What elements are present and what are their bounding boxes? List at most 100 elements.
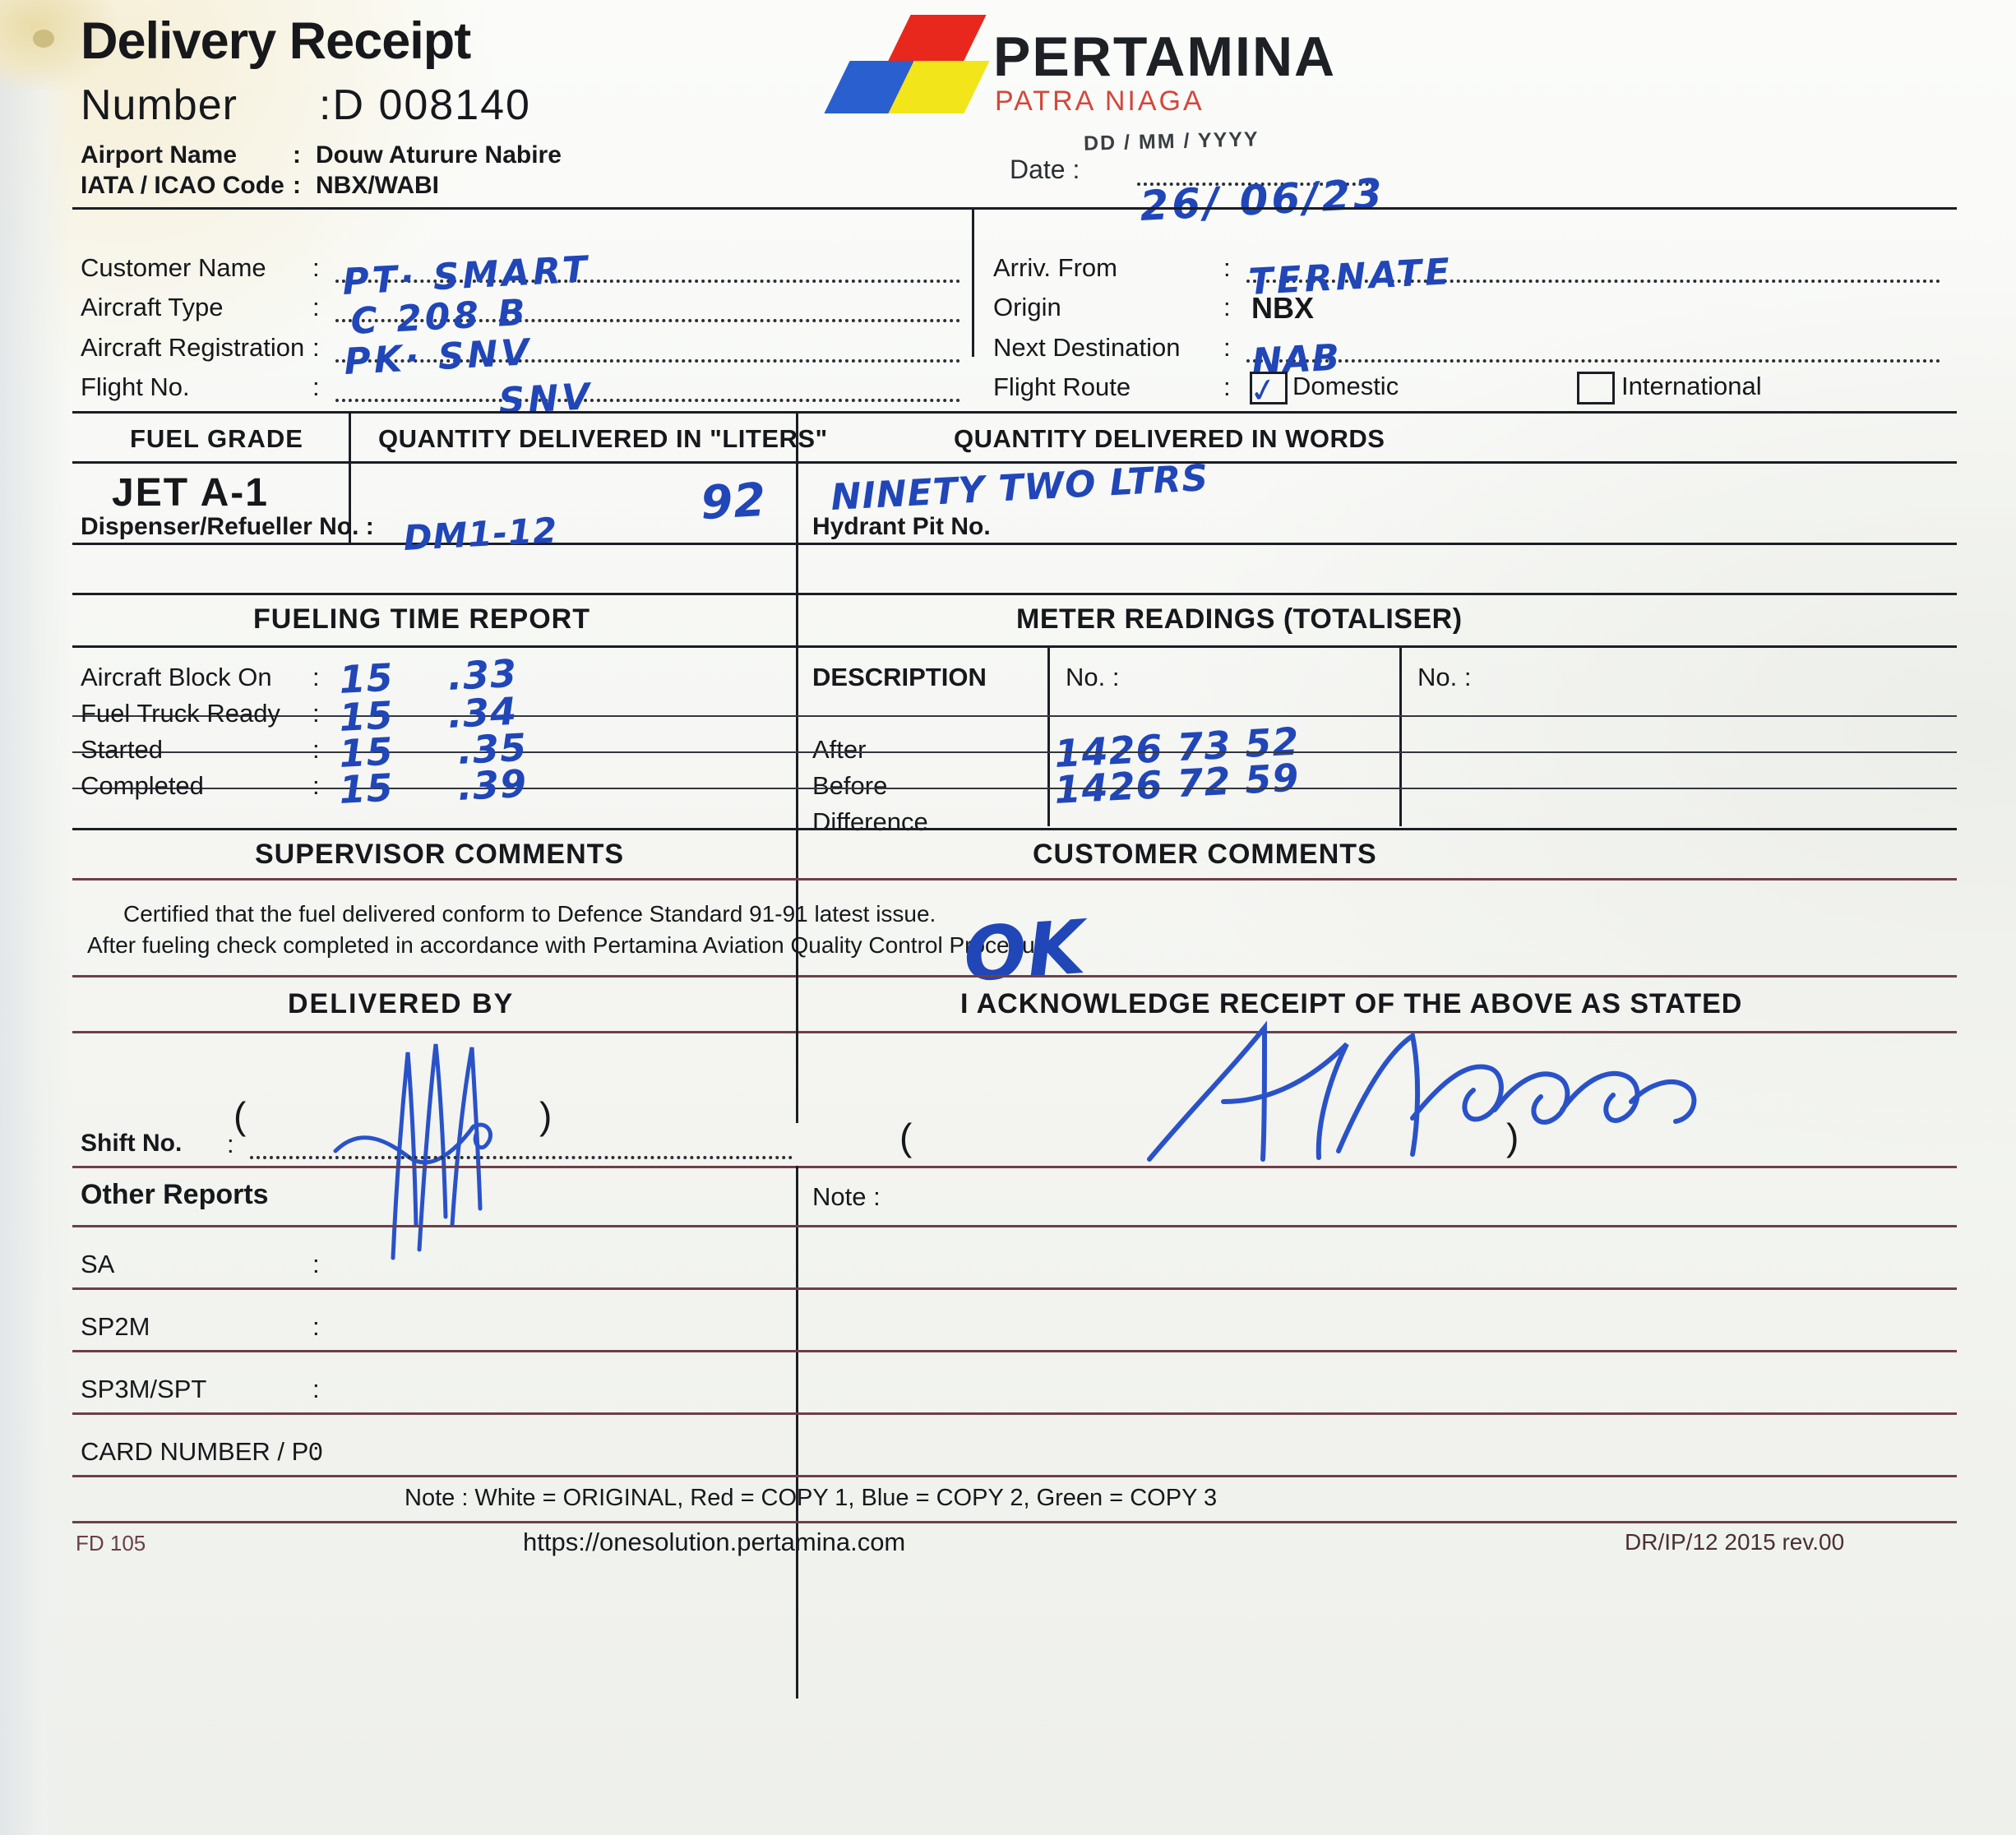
brand-name: PERTAMINA bbox=[993, 25, 1337, 88]
meter-before-label: Before bbox=[812, 771, 888, 800]
fuel-grade-header: FUEL GRADE bbox=[130, 424, 303, 453]
comments-top-border bbox=[72, 828, 1957, 830]
revision-code: DR/IP/12 2015 rev.00 bbox=[1625, 1529, 1845, 1555]
acknowledge-open-paren: ( bbox=[899, 1116, 913, 1158]
meter-no2-header: No. : bbox=[1417, 663, 1472, 691]
portal-url[interactable]: https://onesolution.pertamina.com bbox=[523, 1528, 906, 1556]
acknowledge-close-paren: ) bbox=[1506, 1116, 1519, 1158]
aircraft-registration-separator: : bbox=[312, 333, 320, 362]
pertamina-logo-icon bbox=[824, 15, 993, 113]
qty-words-header: QUANTITY DELIVERED IN WORDS bbox=[954, 424, 1385, 453]
fuel-header-bottom-border bbox=[72, 461, 1957, 464]
time-row-border-3 bbox=[72, 788, 796, 789]
origin-value: NBX bbox=[1251, 291, 1315, 325]
dispenser-row-bottom-border bbox=[72, 593, 1957, 595]
shift-no-label: Shift No. bbox=[81, 1130, 183, 1157]
sa-separator: : bbox=[312, 1250, 320, 1278]
international-checkbox[interactable] bbox=[1577, 372, 1615, 404]
meter-row-border-2 bbox=[796, 788, 1957, 789]
aircraft-registration-label: Aircraft Registration bbox=[81, 333, 305, 362]
next-destination-separator: : bbox=[1223, 333, 1231, 362]
fuel-table-top-border bbox=[72, 411, 1957, 414]
supervisor-comments-header: SUPERVISOR COMMENTS bbox=[255, 839, 625, 870]
acknowledge-signature bbox=[1147, 1020, 1697, 1162]
other-reports-row-border-1 bbox=[72, 1287, 1957, 1290]
meter-after-label: After bbox=[812, 735, 867, 764]
date-label: Date : bbox=[1010, 155, 1080, 184]
other-reports-divider bbox=[796, 1166, 798, 1699]
meter-row-border-1 bbox=[796, 751, 1957, 753]
certification-line-2: After fueling check completed in accorda… bbox=[87, 932, 1056, 958]
dispenser-label: Dispenser/Refueller No. : bbox=[81, 513, 374, 540]
fuel-col-divider-2 bbox=[796, 411, 798, 593]
truck-ready-label: Fuel Truck Ready bbox=[81, 699, 280, 728]
origin-label: Origin bbox=[993, 293, 1061, 321]
shift-no-separator: : bbox=[227, 1130, 234, 1158]
other-reports-row-border-2 bbox=[72, 1350, 1957, 1352]
receipt-sheet: Delivery Receipt Number :D 008140 : Airp… bbox=[72, 0, 1957, 1835]
fuel-grade-value: JET A-1 bbox=[112, 471, 269, 515]
footer-border bbox=[72, 1521, 1957, 1523]
sp3m-spt-label: SP3M/SPT bbox=[81, 1375, 207, 1403]
comments-header-border bbox=[72, 878, 1957, 881]
signature-header-border bbox=[72, 1031, 1957, 1033]
domestic-label: Domestic bbox=[1292, 372, 1399, 400]
certification-line-1: Certified that the fuel delivered confor… bbox=[123, 901, 936, 927]
block-on-separator: : bbox=[312, 663, 320, 691]
iata-icao-label: IATA / ICAO Code bbox=[81, 172, 284, 199]
shift-no-line bbox=[250, 1156, 793, 1159]
fueling-time-header: FUELING TIME REPORT bbox=[253, 603, 590, 635]
left-edge-shadow bbox=[0, 0, 71, 1835]
flight-route-label: Flight Route bbox=[993, 372, 1131, 401]
meter-readings-header: METER READINGS (TOTALISER) bbox=[1016, 603, 1463, 635]
aircraft-registration-value: PK· SNV bbox=[343, 331, 534, 383]
customer-name-label: Customer Name bbox=[81, 253, 266, 282]
customer-name-line bbox=[335, 280, 960, 283]
domestic-checkbox[interactable] bbox=[1250, 372, 1288, 404]
signature-divider bbox=[796, 975, 798, 1123]
qty-liters-header: QUANTITY DELIVERED IN "LITERS" bbox=[378, 424, 828, 453]
hydrant-pit-label: Hydrant Pit No. bbox=[812, 513, 991, 540]
airport-name-label: Airport Name bbox=[81, 141, 238, 169]
signature-top-border bbox=[72, 975, 1957, 978]
truck-ready-separator: : bbox=[312, 699, 320, 728]
meter-col-divider-2 bbox=[1399, 645, 1402, 826]
aircraft-type-line bbox=[335, 319, 960, 322]
date-format-hint: DD / MM / YYYY bbox=[1083, 127, 1260, 155]
block-on-label: Aircraft Block On bbox=[81, 663, 272, 691]
receipt-number-label: Number bbox=[81, 81, 238, 129]
sp2m-label: SP2M bbox=[81, 1312, 150, 1341]
arriv-from-separator: : bbox=[1223, 253, 1231, 282]
meter-difference-label: Difference bbox=[812, 807, 928, 836]
origin-separator: : bbox=[1223, 293, 1231, 321]
flight-no-separator: : bbox=[312, 372, 320, 401]
customer-name-separator: : bbox=[312, 253, 320, 282]
paper-stain bbox=[0, 0, 115, 90]
meter-description-header: DESCRIPTION bbox=[812, 663, 987, 691]
meter-col-divider-1 bbox=[1047, 645, 1050, 826]
sa-label: SA bbox=[81, 1250, 115, 1278]
fuel-col-divider-1 bbox=[349, 411, 351, 543]
delivered-by-signature bbox=[333, 1043, 492, 1260]
qty-liters-value: 92 bbox=[699, 473, 768, 530]
other-reports-header: Other Reports bbox=[81, 1179, 269, 1210]
date-dotted-line bbox=[1137, 183, 1376, 186]
card-number-separator: : bbox=[312, 1437, 320, 1466]
section-header-bottom-border bbox=[72, 645, 1957, 648]
dispenser-value: DM1-12 bbox=[402, 510, 559, 558]
copy-color-note: Note : White = ORIGINAL, Red = COPY 1, B… bbox=[405, 1485, 1218, 1511]
paper-spot bbox=[33, 30, 54, 48]
page-title: Delivery Receipt bbox=[81, 12, 471, 70]
customer-comments-header: CUSTOMER COMMENTS bbox=[1033, 839, 1377, 870]
airport-name-value: Douw Aturure Nabire bbox=[316, 141, 562, 169]
arriv-from-label: Arriv. From bbox=[993, 253, 1117, 282]
receipt-number-value: :D 008140 bbox=[319, 81, 531, 129]
time-row-border-1 bbox=[72, 715, 796, 717]
sp3m-spt-separator: : bbox=[312, 1375, 320, 1403]
completed-separator: : bbox=[312, 771, 320, 800]
iata-icao-separator: : bbox=[293, 172, 301, 199]
aircraft-type-label: Aircraft Type bbox=[81, 293, 224, 321]
next-destination-label: Next Destination bbox=[993, 333, 1181, 362]
iata-icao-value: NBX/WABI bbox=[316, 172, 439, 199]
